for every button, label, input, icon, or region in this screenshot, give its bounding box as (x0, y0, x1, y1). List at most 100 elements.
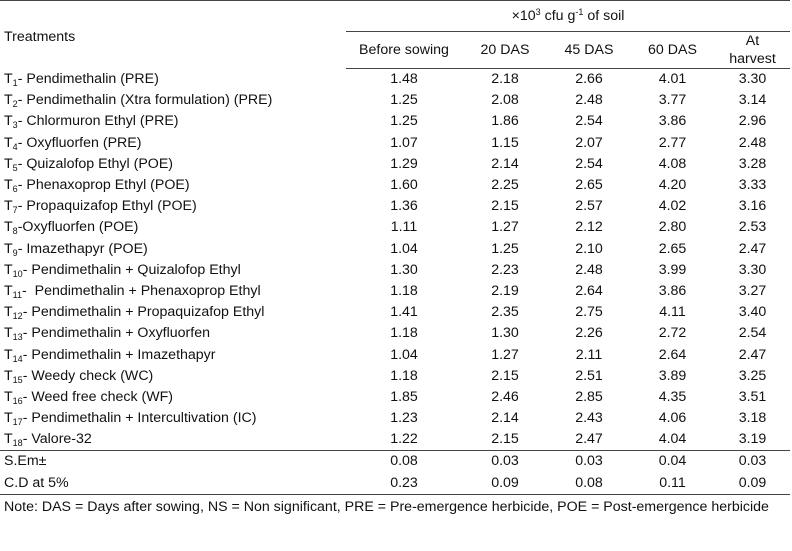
table-cell: 1.27 (491, 219, 519, 236)
table-cell: 2.48 (575, 261, 603, 278)
treatment-name: T13- Pendimethalin + Oxyfluorfen (4, 325, 210, 343)
table-cell: 2.15 (491, 198, 519, 215)
treatment-name: T16- Weed free check (WF) (4, 388, 173, 406)
stat-row: C.D at 5% 0.23 0.09 0.08 0.11 0.09 (0, 472, 791, 495)
table-cell: 2.57 (575, 198, 603, 215)
table-cell: 3.51 (738, 388, 767, 405)
table-cell: 2.15 (491, 367, 519, 384)
table-cell: 1.22 (390, 431, 418, 448)
table-cell: 2.48 (575, 92, 603, 109)
table-row: T1- Pendimethalin (PRE) 1.48 2.18 2.66 4.01 3… (0, 69, 790, 91)
table-cell: 1.60 (390, 177, 418, 194)
table-cell: 1.29 (390, 155, 418, 172)
treatment-name: T3- Chlormuron Ethyl (PRE) (4, 113, 179, 131)
table-cell: 1.48 (390, 71, 418, 88)
table-cell: 3.14 (738, 92, 767, 109)
table-cell: 2.47 (738, 240, 767, 257)
treatment-name: T12- Pendimethalin + Propaquizafop Ethyl (4, 304, 265, 322)
table-row: T16- Weed free check (WF) 1.85 2.46 2.85 4.3… (0, 387, 790, 408)
table-cell: 4.20 (658, 177, 687, 194)
table-cell: 2.77 (658, 134, 687, 151)
table-cell: 2.18 (491, 71, 519, 88)
table-cell: 2.64 (575, 282, 603, 299)
table-cell: 2.48 (738, 134, 767, 151)
stat-row: S.Em± 0.08 0.03 0.03 0.04 0.03 (0, 450, 791, 473)
table-cell: 2.14 (491, 155, 519, 172)
table-cell: 3.77 (658, 92, 687, 109)
table-cell: 3.19 (738, 431, 767, 448)
column-header-row: Before sowing 20 DAS 45 DAS 60 DAS At harves… (0, 31, 791, 69)
table-note: Note: DAS = Days after sowing, NS = Non … (4, 499, 769, 515)
table-row: T4- Oxyfluorfen (PRE) 1.07 1.15 2.07 2.77 2.4… (0, 133, 790, 154)
table-cell: 3.40 (738, 304, 767, 321)
table-cell: 2.25 (491, 177, 519, 194)
table-cell: 2.72 (658, 325, 687, 342)
table-row: T12- Pendimethalin + Propaquizafop Ethyl… (0, 302, 790, 323)
table-row: T2- Pendimethalin (Xtra formulation) (PR… (0, 90, 790, 111)
table-cell: 2.26 (575, 325, 603, 342)
table-cell: 4.02 (658, 198, 687, 215)
table-cell: 3.30 (738, 71, 767, 88)
column-header: 45 DAS (548, 31, 630, 69)
stat-label: C.D at 5% (0, 472, 346, 495)
table-row: T7- Propaquizafop Ethyl (POE) 1.36 2.15 2.5… (0, 196, 790, 217)
table-cell: 2.64 (658, 346, 687, 363)
table-cell: 2.43 (575, 410, 603, 427)
treatment-name: T7- Propaquizafop Ethyl (POE) (4, 198, 197, 216)
table-cell: 1.86 (491, 113, 519, 130)
table-cell: 2.51 (575, 367, 603, 384)
table-cell: 1.25 (390, 92, 418, 109)
table-cell: 0.03 (548, 450, 630, 473)
table-cell: 2.23 (491, 261, 519, 278)
data-table: Treatments ×103 cfu g-1 of soil Before s… (0, 0, 791, 495)
treatment-name: T14- Pendimethalin + Imazethapyr (4, 346, 216, 364)
table-row: T6- Phenaxoprop Ethyl (POE) 1.60 2.25 2.65 4… (0, 175, 790, 196)
table-cell: 1.36 (390, 198, 418, 215)
table-cell: 1.85 (390, 388, 418, 405)
table-cell: 2.07 (575, 134, 603, 151)
treatment-name: T11- Pendimethalin + Phenaxoprop Ethyl (4, 282, 261, 300)
table-cell: 3.33 (738, 177, 767, 194)
table-cell: 1.23 (390, 410, 418, 427)
table-cell: 1.25 (390, 113, 418, 130)
table-cell: 3.86 (658, 282, 687, 299)
treatment-name: T15- Weedy check (WC) (4, 367, 154, 385)
column-header: Before sowing (346, 31, 462, 69)
table-cell: 4.08 (658, 155, 687, 172)
table-cell: 2.15 (491, 431, 519, 448)
table-cell: 1.30 (491, 325, 519, 342)
table-cell: 1.30 (390, 261, 418, 278)
table-cell: 0.08 (548, 472, 630, 495)
table-row: T11- Pendimethalin + Phenaxoprop Ethyl 1.… (0, 281, 790, 302)
table-cell: 2.85 (575, 388, 603, 405)
table-cell: 0.03 (462, 450, 548, 473)
table-cell: 2.66 (575, 71, 603, 88)
treatment-name: T8-Oxyfluorfen (POE) (4, 219, 139, 237)
table-cell: 2.11 (575, 346, 603, 363)
treatment-name: T18- Valore-32 (4, 431, 92, 449)
table-row: T10- Pendimethalin + Quizalofop Ethyl 1.3… (0, 260, 790, 281)
table-row: T13- Pendimethalin + Oxyfluorfen 1.18 1.30… (0, 323, 790, 344)
table-cell: 0.03 (715, 450, 791, 473)
table-cell: 3.27 (738, 282, 767, 299)
treatments-header: Treatments (0, 0, 346, 69)
table-cell: 4.04 (658, 431, 687, 448)
table-row: T14- Pendimethalin + Imazethapyr 1.04 1.27… (0, 344, 790, 365)
table-cell: 2.10 (575, 240, 603, 257)
treatment-name: T5- Quizalofop Ethyl (POE) (4, 155, 174, 173)
table-cell: 1.04 (390, 346, 418, 363)
treatment-name: T9- Imazethapyr (POE) (4, 240, 148, 258)
table-cell: 2.53 (738, 219, 767, 236)
table-cell: 0.23 (346, 472, 462, 495)
table-cell: 2.65 (575, 177, 603, 194)
table-cell: 2.46 (491, 388, 519, 405)
table-cell: 2.54 (738, 325, 767, 342)
table-cell: 1.25 (491, 240, 519, 257)
table-cell: 3.16 (738, 198, 767, 215)
table-row: T5- Quizalofop Ethyl (POE) 1.29 2.14 2.54 4.… (0, 154, 790, 175)
unit-header: ×103 cfu g-1 of soil (346, 0, 791, 32)
table-cell: 4.35 (658, 388, 687, 405)
treatment-name: T2- Pendimethalin (Xtra formulation) (PR… (4, 92, 273, 110)
table-row: T15- Weedy check (WC) 1.18 2.15 2.51 3.89 3.2… (0, 366, 790, 387)
table-cell: 2.14 (491, 410, 519, 427)
